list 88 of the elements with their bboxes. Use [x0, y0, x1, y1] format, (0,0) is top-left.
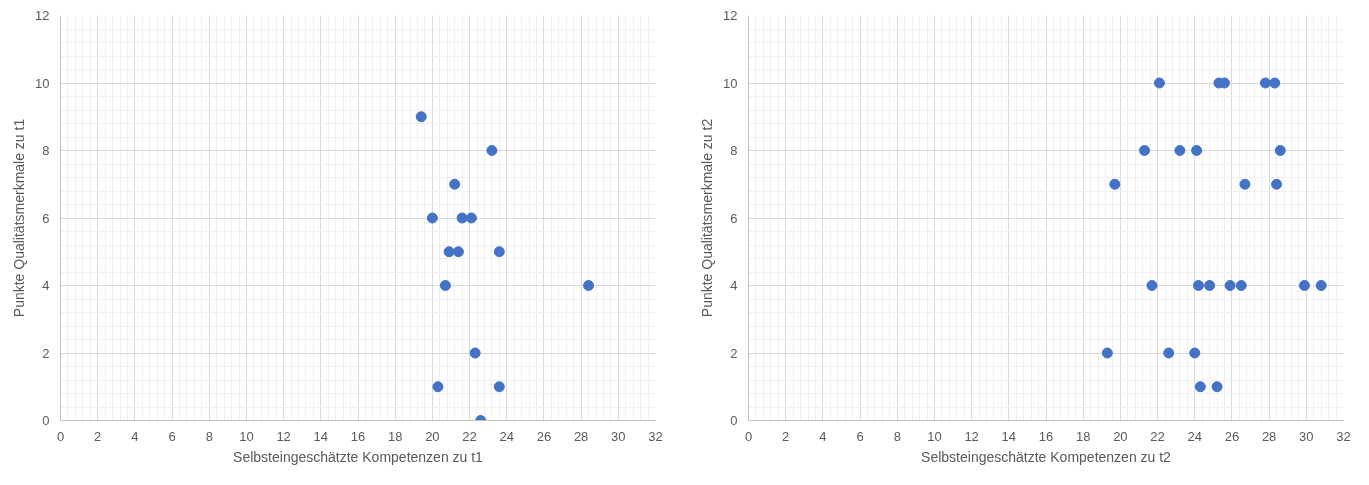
- x-tick-label: 18: [387, 428, 403, 444]
- x-tick-label: 4: [819, 428, 827, 444]
- x-tick-label: 14: [313, 428, 329, 444]
- y-tick-label: 8: [730, 143, 738, 158]
- x-tick-label: 18: [1075, 428, 1091, 444]
- x-tick-label: 4: [131, 428, 139, 444]
- x-tick-label: 32: [1336, 428, 1351, 444]
- x-tick-label: 14: [1001, 428, 1017, 444]
- point: [486, 145, 498, 156]
- point: [465, 212, 477, 224]
- x-axis-title: Selbsteingeschätzte Kompetenzen zu t2: [921, 448, 1172, 465]
- point: [493, 246, 505, 258]
- x-tick-label: 28: [573, 428, 589, 444]
- point: [1239, 178, 1251, 190]
- point: [1271, 178, 1283, 190]
- point: [449, 178, 461, 190]
- y-tick-label: 4: [42, 278, 50, 293]
- point: [1194, 381, 1206, 393]
- x-tick-label: 20: [425, 428, 440, 444]
- point: [1274, 145, 1286, 156]
- point: [469, 347, 481, 359]
- point: [452, 246, 464, 258]
- point: [1191, 145, 1203, 156]
- point: [1163, 347, 1175, 359]
- x-tick-label: 2: [782, 428, 790, 444]
- point: [1204, 280, 1216, 291]
- x-tick-label: 22: [462, 428, 477, 444]
- x-tick-label: 24: [499, 428, 514, 444]
- x-tick-label: 30: [611, 428, 626, 444]
- x-tick-label: 0: [744, 428, 753, 444]
- x-tick-label: 22: [1150, 428, 1165, 444]
- point: [1146, 280, 1158, 291]
- point: [439, 280, 451, 291]
- x-tick-label: 10: [239, 428, 254, 444]
- point: [1139, 145, 1151, 156]
- point: [1224, 280, 1236, 291]
- x-tick-label: 2: [94, 428, 102, 444]
- point: [493, 381, 505, 393]
- x-tick-label: 26: [536, 428, 552, 444]
- x-tick-label: 12: [276, 428, 291, 444]
- point: [456, 212, 468, 224]
- y-tick-label: 4: [730, 278, 738, 293]
- point: [426, 212, 438, 224]
- x-axis-title: Selbsteingeschätzte Kompetenzen zu t1: [233, 448, 484, 465]
- y-axis-title: Punkte Qualitätsmerkmale zu t2: [699, 118, 716, 318]
- point: [1189, 347, 1201, 359]
- x-tick-label: 6: [856, 428, 864, 444]
- y-tick-label: 0: [730, 413, 738, 428]
- y-tick-label: 6: [42, 210, 50, 226]
- x-tick-label: 0: [56, 428, 65, 444]
- point: [1109, 178, 1121, 190]
- x-tick-label: 30: [1299, 428, 1314, 444]
- point: [432, 381, 444, 393]
- y-tick-label: 12: [35, 8, 50, 23]
- x-tick-label: 26: [1224, 428, 1240, 444]
- x-tick-label: 12: [964, 428, 979, 444]
- point: [1174, 145, 1186, 156]
- x-tick-label: 8: [893, 428, 901, 444]
- x-tick-label: 28: [1261, 428, 1277, 444]
- x-tick-label: 16: [350, 428, 366, 444]
- y-tick-label: 8: [42, 143, 50, 158]
- point: [583, 280, 595, 291]
- y-tick-label: 2: [730, 345, 738, 361]
- point: [1298, 280, 1310, 291]
- point: [1259, 77, 1271, 89]
- point: [1211, 381, 1223, 393]
- y-tick-label: 10: [35, 75, 50, 91]
- x-tick-label: 8: [205, 428, 213, 444]
- point: [1101, 347, 1113, 359]
- y-tick-label: 0: [42, 413, 50, 428]
- x-tick-label: 24: [1187, 428, 1202, 444]
- y-axis-title: Punkte Qualitätsmerkmale zu t1: [11, 118, 28, 318]
- x-tick-label: 6: [168, 428, 176, 444]
- y-tick-label: 6: [730, 210, 738, 226]
- point: [443, 246, 455, 258]
- point: [1235, 280, 1247, 291]
- x-tick-label: 20: [1113, 428, 1128, 444]
- point: [415, 111, 427, 123]
- y-tick-label: 10: [723, 75, 738, 91]
- x-tick-label: 16: [1038, 428, 1054, 444]
- y-tick-label: 12: [723, 8, 738, 23]
- point: [1269, 77, 1281, 89]
- point: [1192, 280, 1204, 291]
- point: [1315, 280, 1327, 291]
- x-tick-label: 10: [927, 428, 942, 444]
- point: [1153, 77, 1165, 89]
- y-tick-label: 2: [42, 345, 50, 361]
- x-tick-label: 32: [648, 428, 663, 444]
